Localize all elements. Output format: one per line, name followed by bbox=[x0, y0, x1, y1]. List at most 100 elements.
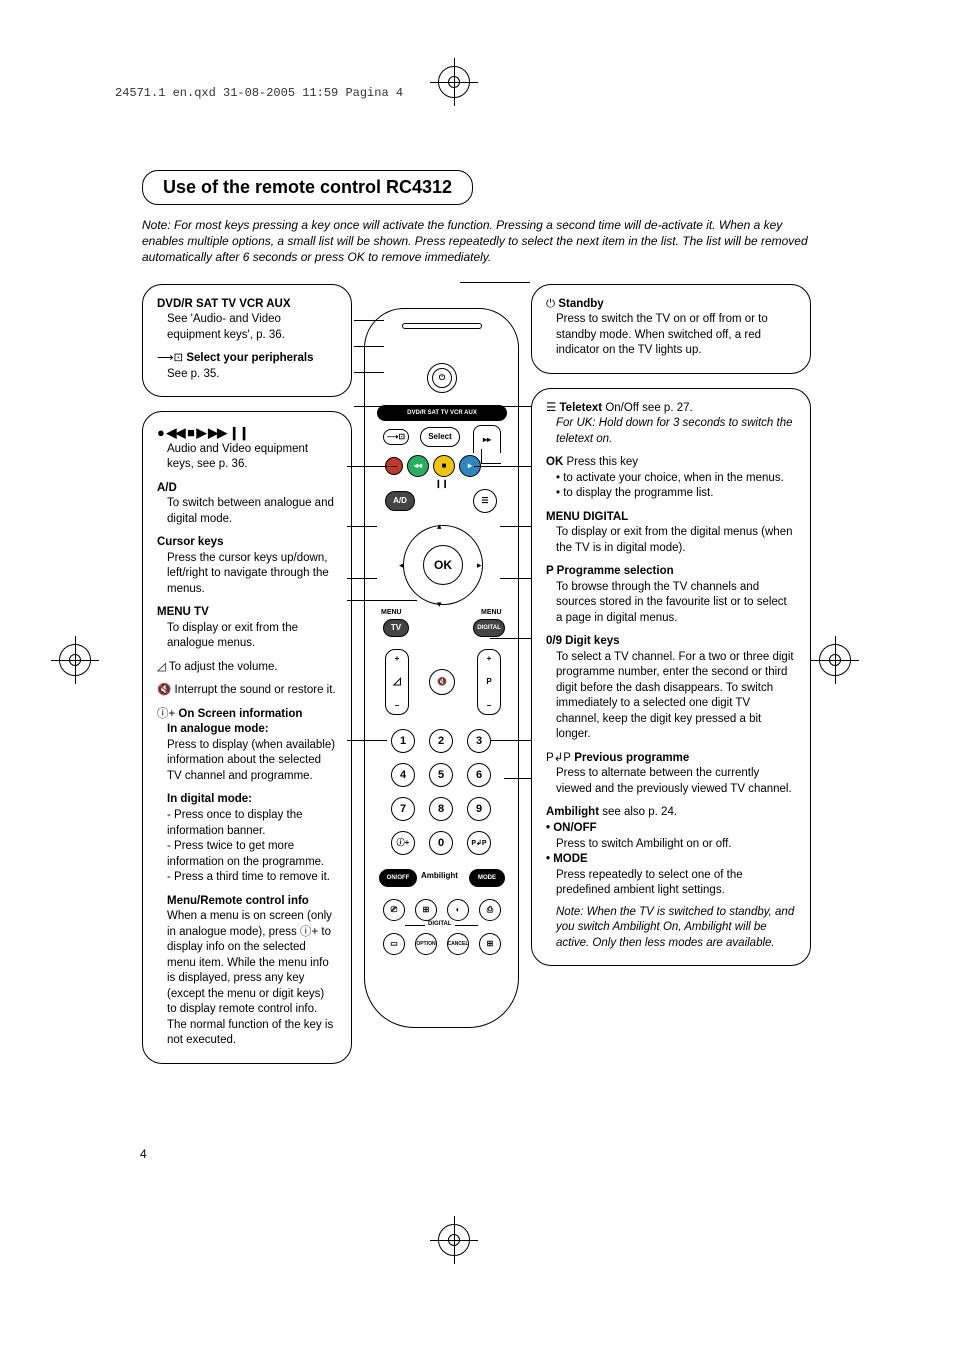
heading-ok: OK bbox=[546, 456, 563, 468]
input-select-button: ⟶⊡ bbox=[383, 429, 409, 445]
aux-btn-2: ⊞ bbox=[415, 899, 437, 921]
text-peripherals: See p. 35. bbox=[157, 367, 337, 383]
text-ok-0: Press this key bbox=[566, 456, 638, 468]
lead-line bbox=[504, 778, 532, 779]
standby-button: ⏻ bbox=[427, 363, 457, 393]
text-prev-prog: Press to alternate between the currently… bbox=[546, 766, 796, 797]
page-title: Use of the remote control RC4312 bbox=[163, 177, 452, 198]
heading-dvd-sat: DVD/R SAT TV VCR AUX bbox=[157, 298, 291, 310]
remote-column: ⏻ DVD/R SAT TV VCR AUX ⟶⊡ Select ▸▸ ◂◂ ■… bbox=[364, 284, 519, 1064]
mute-icon: 🔇 bbox=[157, 684, 171, 696]
cancel-button: CANCEL bbox=[447, 933, 469, 955]
heading-ad: A/D bbox=[157, 482, 177, 494]
intro-note: Note: For most keys pressing a key once … bbox=[142, 217, 812, 266]
lead-line bbox=[460, 282, 530, 283]
heading-menu-tv: MENU TV bbox=[157, 606, 209, 618]
text-amb-mode: Press repeatedly to select one of the pr… bbox=[546, 868, 796, 899]
lead-line bbox=[354, 346, 384, 347]
heading-standby: Standby bbox=[558, 298, 603, 310]
aux-btn-3: ◐ bbox=[447, 899, 469, 921]
ad-button: A/D bbox=[385, 491, 415, 511]
digit-0: 0 bbox=[429, 831, 453, 855]
text-ok-1: • to activate your choice, when in the m… bbox=[546, 471, 796, 487]
transport-icons: ● ◀◀ ■ ▶ ▶▶ ❙❙ bbox=[157, 424, 337, 442]
peripherals-icon: ⟶⊡ bbox=[157, 352, 183, 364]
lead-line bbox=[500, 578, 532, 579]
text-ok-2: • to display the programme list. bbox=[546, 486, 796, 502]
heading-cursor: Cursor keys bbox=[157, 536, 223, 548]
text-menu-tv: To display or exit from the analogue men… bbox=[157, 621, 337, 652]
volume-icon: ◿ bbox=[157, 661, 166, 673]
callout-main-left: ● ◀◀ ■ ▶ ▶▶ ❙❙ Audio and Video equipment… bbox=[142, 411, 352, 1064]
page-number: 4 bbox=[140, 1147, 147, 1161]
digit-1: 1 bbox=[391, 729, 415, 753]
previous-programme-button: P↲P bbox=[467, 831, 491, 855]
text-cursor: Press the cursor keys up/down, left/righ… bbox=[157, 551, 337, 598]
digit-8: 8 bbox=[429, 797, 453, 821]
heading-digital-mode: In digital mode: bbox=[167, 793, 252, 805]
lead-line bbox=[474, 466, 532, 467]
heading-teletext: Teletext bbox=[560, 402, 603, 414]
heading-ambilight: Ambilight bbox=[546, 806, 599, 818]
teletext-icon: ☰ bbox=[546, 402, 556, 414]
ok-button: OK bbox=[423, 545, 463, 585]
lead-line bbox=[354, 320, 384, 321]
lead-line bbox=[347, 526, 377, 527]
programme-rocker: + P − bbox=[477, 649, 501, 715]
digit-2: 2 bbox=[429, 729, 453, 753]
callout-main-right: ☰ Teletext On/Off see p. 27. For UK: Hol… bbox=[531, 388, 811, 967]
menu-label-left: MENU bbox=[381, 609, 402, 616]
remote-diagram: ⏻ DVD/R SAT TV VCR AUX ⟶⊡ Select ▸▸ ◂◂ ■… bbox=[364, 308, 519, 1028]
standby-icon: ⏻ bbox=[546, 298, 555, 310]
mode-row: DVD/R SAT TV VCR AUX bbox=[377, 405, 507, 421]
page-title-pill: Use of the remote control RC4312 bbox=[142, 170, 473, 205]
lead-line bbox=[354, 372, 384, 373]
digit-6: 6 bbox=[467, 763, 491, 787]
heading-osd-info: On Screen information bbox=[178, 708, 302, 720]
heading-prev-prog: Previous programme bbox=[574, 752, 689, 764]
rew-button: ◂◂ bbox=[407, 455, 429, 477]
text-digital-1: - Press once to display the information … bbox=[157, 808, 337, 839]
volume-rocker: + ◿ − bbox=[385, 649, 409, 715]
heading-analogue-mode: In analogue mode: bbox=[167, 723, 269, 735]
page-content: Use of the remote control RC4312 Note: F… bbox=[142, 170, 812, 1064]
heading-digit-keys: 0/9 Digit keys bbox=[546, 635, 620, 647]
info-icon: ⓘ+ bbox=[157, 708, 175, 720]
digit-4: 4 bbox=[391, 763, 415, 787]
lead-line bbox=[347, 466, 397, 467]
heading-menu-digital: MENU DIGITAL bbox=[546, 511, 628, 523]
lead-line bbox=[490, 638, 532, 639]
lead-line bbox=[490, 740, 532, 741]
digit-7: 7 bbox=[391, 797, 415, 821]
heading-peripherals: Select your peripherals bbox=[186, 352, 313, 364]
text-teletext-uk: For UK: Hold down for 3 seconds to switc… bbox=[546, 416, 796, 447]
menu-label-right: MENU bbox=[481, 609, 502, 616]
aux-btn-1: ⎚ bbox=[383, 899, 405, 921]
digit-5: 5 bbox=[429, 763, 453, 787]
lead-line bbox=[347, 740, 387, 741]
text-digital-3: - Press a third time to remove it. bbox=[157, 870, 337, 886]
prev-prog-icon: P↲P bbox=[546, 752, 571, 764]
text-ambilight: see also p. 24. bbox=[602, 806, 677, 818]
text-mute: Interrupt the sound or restore it. bbox=[175, 684, 336, 696]
text-amb-onoff: Press to switch Ambilight on or off. bbox=[546, 837, 796, 853]
heading-amb-mode: • MODE bbox=[546, 852, 796, 868]
stop-button: ■ bbox=[433, 455, 455, 477]
menu-digital-button: DIGITAL bbox=[473, 619, 505, 637]
teletext-button: ☰ bbox=[473, 489, 497, 513]
pause-label: ❙❙ bbox=[435, 479, 448, 488]
lead-line bbox=[347, 600, 417, 601]
select-button: Select bbox=[420, 427, 460, 447]
lead-line bbox=[347, 578, 377, 579]
ffwd-button: ▸▸ bbox=[473, 425, 501, 453]
callout-peripherals: DVD/R SAT TV VCR AUX See 'Audio- and Vid… bbox=[142, 284, 352, 398]
info-button: ⓘ+ bbox=[391, 831, 415, 855]
text-digit-keys: To select a TV channel. For a two or thr… bbox=[546, 650, 796, 743]
lead-line bbox=[490, 406, 532, 407]
ambilight-label: Ambilight bbox=[421, 871, 458, 880]
text-programme: To browse through the TV channels and so… bbox=[546, 580, 796, 627]
digital-group-label: DIGITAL bbox=[425, 921, 455, 927]
text-transport: Audio and Video equipment keys, see p. 3… bbox=[157, 442, 337, 473]
text-volume: To adjust the volume. bbox=[169, 661, 278, 673]
aux-btn-4: ⎙ bbox=[479, 899, 501, 921]
